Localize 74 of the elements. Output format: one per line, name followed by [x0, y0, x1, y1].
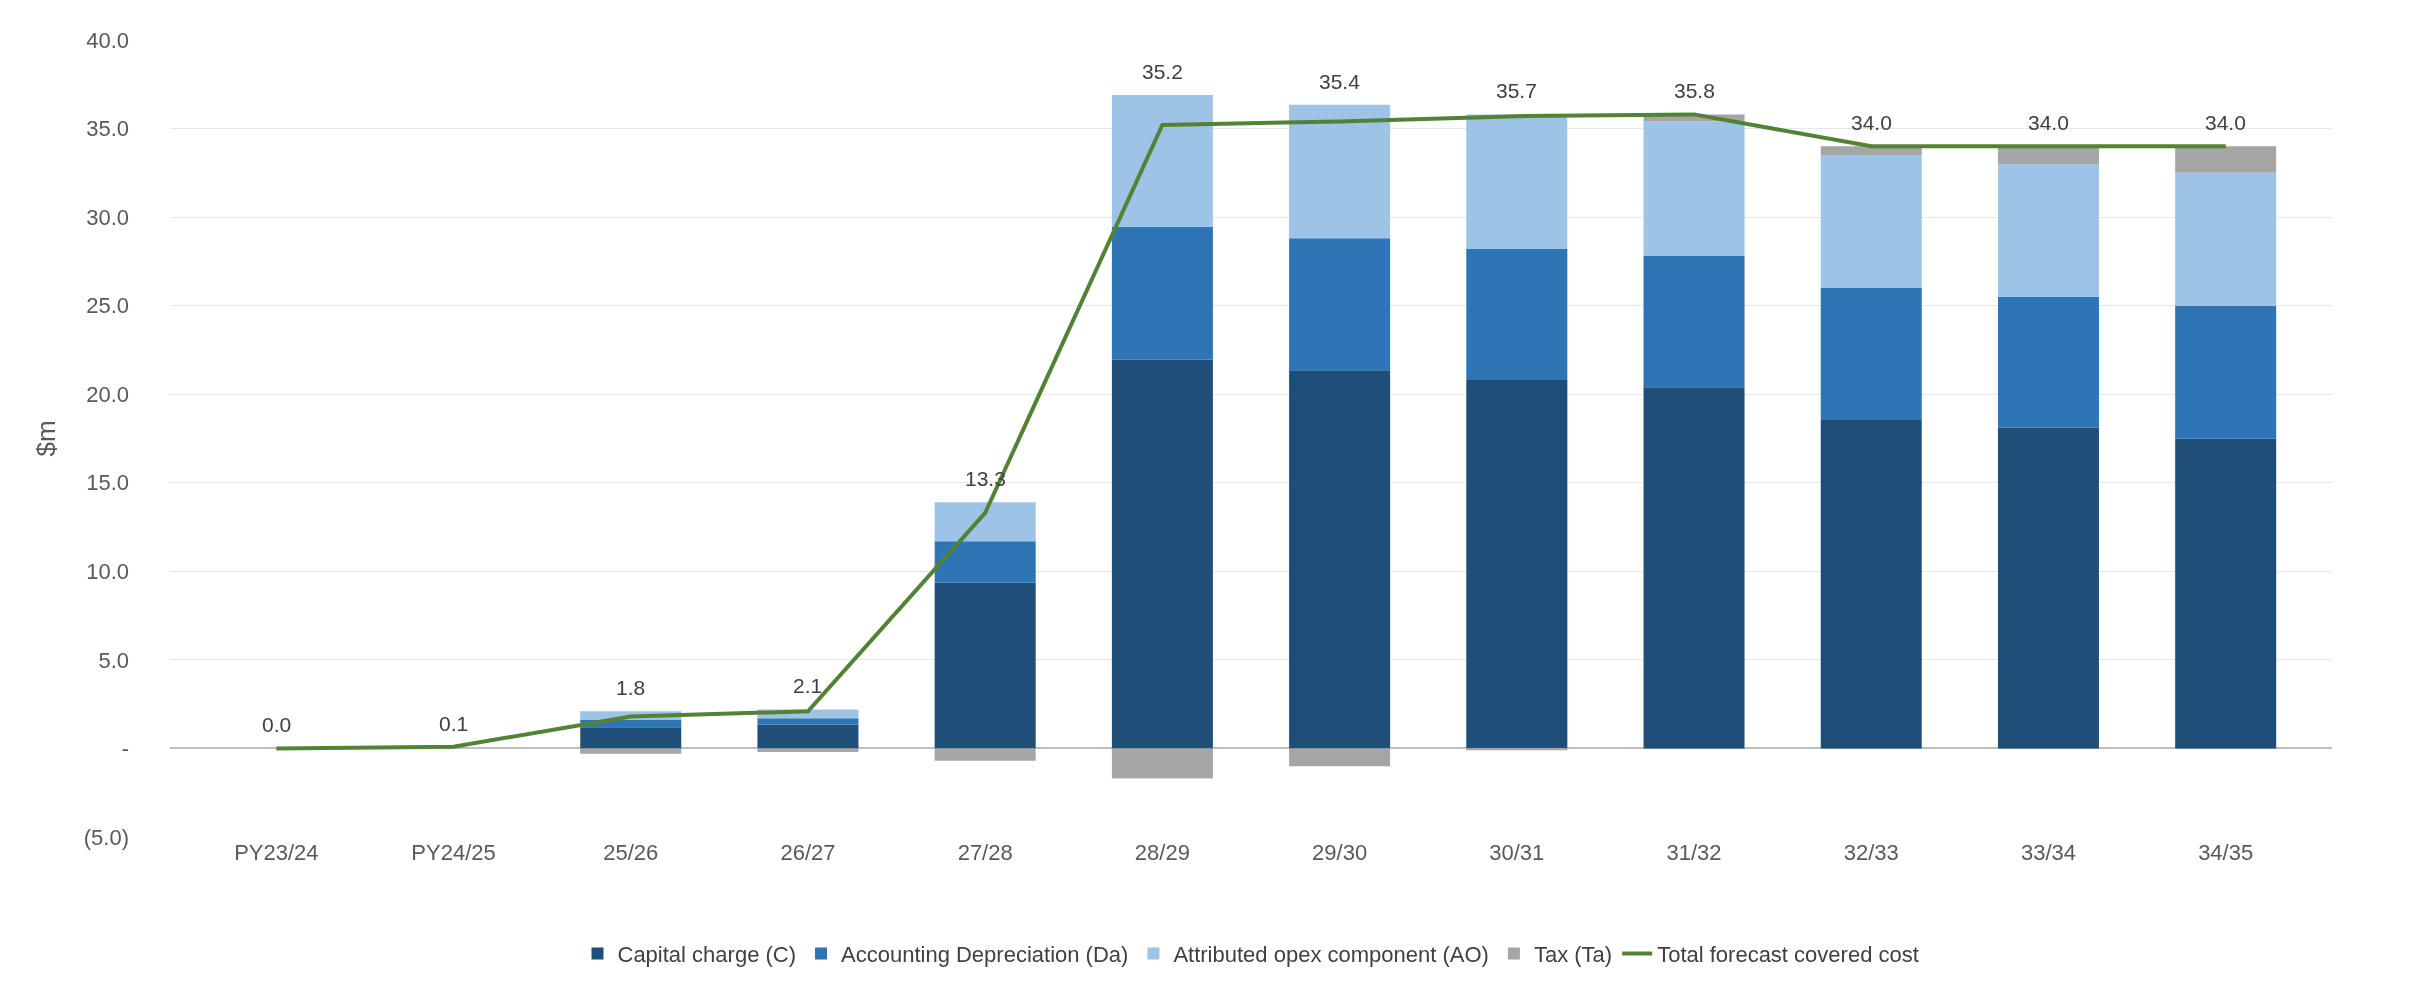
legend-label: Capital charge (C) — [617, 942, 797, 968]
x-tick-label: 25/26 — [603, 840, 659, 865]
y-tick-label: 40.0 — [86, 27, 129, 53]
data-label: 35.8 — [1674, 79, 1715, 102]
y-tick-label: - — [121, 736, 129, 762]
bar — [1111, 94, 1213, 227]
data-label: 35.2 — [1142, 60, 1183, 83]
bar — [1466, 380, 1568, 749]
y-tick-label: 25.0 — [86, 293, 129, 319]
bar — [1643, 387, 1745, 749]
y-tick-label: 35.0 — [86, 116, 129, 142]
x-tick-label: 34/35 — [2198, 840, 2254, 865]
y-tick-label: (5.0) — [83, 824, 129, 850]
bar — [757, 724, 859, 749]
data-label: 34.0 — [2028, 111, 2069, 134]
bar — [1997, 427, 2099, 749]
x-tick-label: PY23/24 — [234, 840, 319, 865]
bar — [580, 727, 682, 749]
data-label: 35.7 — [1496, 79, 1537, 102]
bar — [2175, 146, 2277, 173]
bar — [2175, 438, 2277, 749]
x-tick-label: 30/31 — [1489, 840, 1545, 865]
legend-label: Attributed opex component (AO) — [1173, 942, 1489, 968]
x-tick-label: 28/29 — [1134, 840, 1190, 865]
data-label: 2.1 — [793, 674, 823, 697]
bar — [580, 748, 682, 754]
bar — [1289, 104, 1391, 239]
bar — [1643, 121, 1745, 257]
y-tick-label: 20.0 — [86, 381, 129, 407]
data-label: 34.0 — [2205, 111, 2246, 134]
bar — [934, 748, 1036, 761]
y-tick-label: 30.0 — [86, 204, 129, 230]
bar — [757, 748, 859, 752]
bar — [1466, 114, 1568, 249]
bar — [1111, 359, 1213, 749]
bar — [2175, 305, 2277, 439]
bar — [2175, 172, 2277, 306]
bar — [1997, 296, 2099, 428]
bar — [1111, 748, 1213, 779]
x-tick-label: PY24/25 — [411, 840, 496, 865]
y-axis-title: $m — [31, 420, 62, 457]
legend-label: Tax (Ta) — [1533, 942, 1613, 968]
bar — [1997, 163, 2099, 297]
x-tick-label: 27/28 — [957, 840, 1013, 865]
bar — [1289, 238, 1391, 371]
bar — [1111, 226, 1213, 360]
x-tick-label: 29/30 — [1312, 840, 1368, 865]
data-label: 0.0 — [262, 713, 292, 736]
legend-label: Total forecast covered cost — [1657, 942, 1919, 968]
bar — [1466, 248, 1568, 381]
data-label: 0.1 — [439, 712, 469, 735]
bar — [1820, 419, 1922, 749]
data-label: 1.8 — [616, 676, 646, 699]
x-tick-label: 32/33 — [1843, 840, 1899, 865]
bar — [1643, 256, 1745, 388]
bar — [934, 502, 1036, 542]
bar — [757, 718, 859, 725]
bar — [934, 541, 1036, 583]
legend-label: Accounting Depreciation (Da) — [841, 942, 1129, 968]
bar — [1820, 287, 1922, 420]
x-tick-label: 33/34 — [2020, 840, 2076, 865]
y-tick-label: 5.0 — [98, 647, 129, 673]
bar — [1289, 748, 1391, 767]
bar — [1466, 748, 1568, 751]
x-tick-label: 26/27 — [780, 840, 836, 865]
x-tick-label: 31/32 — [1666, 840, 1722, 865]
data-label: 34.0 — [1851, 111, 1892, 134]
bar — [1997, 148, 2099, 164]
data-label: 35.4 — [1319, 70, 1361, 93]
y-tick-label: 10.0 — [86, 559, 129, 585]
y-tick-label: 15.0 — [86, 470, 129, 496]
bar — [1289, 370, 1391, 749]
bar — [1820, 155, 1922, 288]
bar — [934, 582, 1036, 749]
